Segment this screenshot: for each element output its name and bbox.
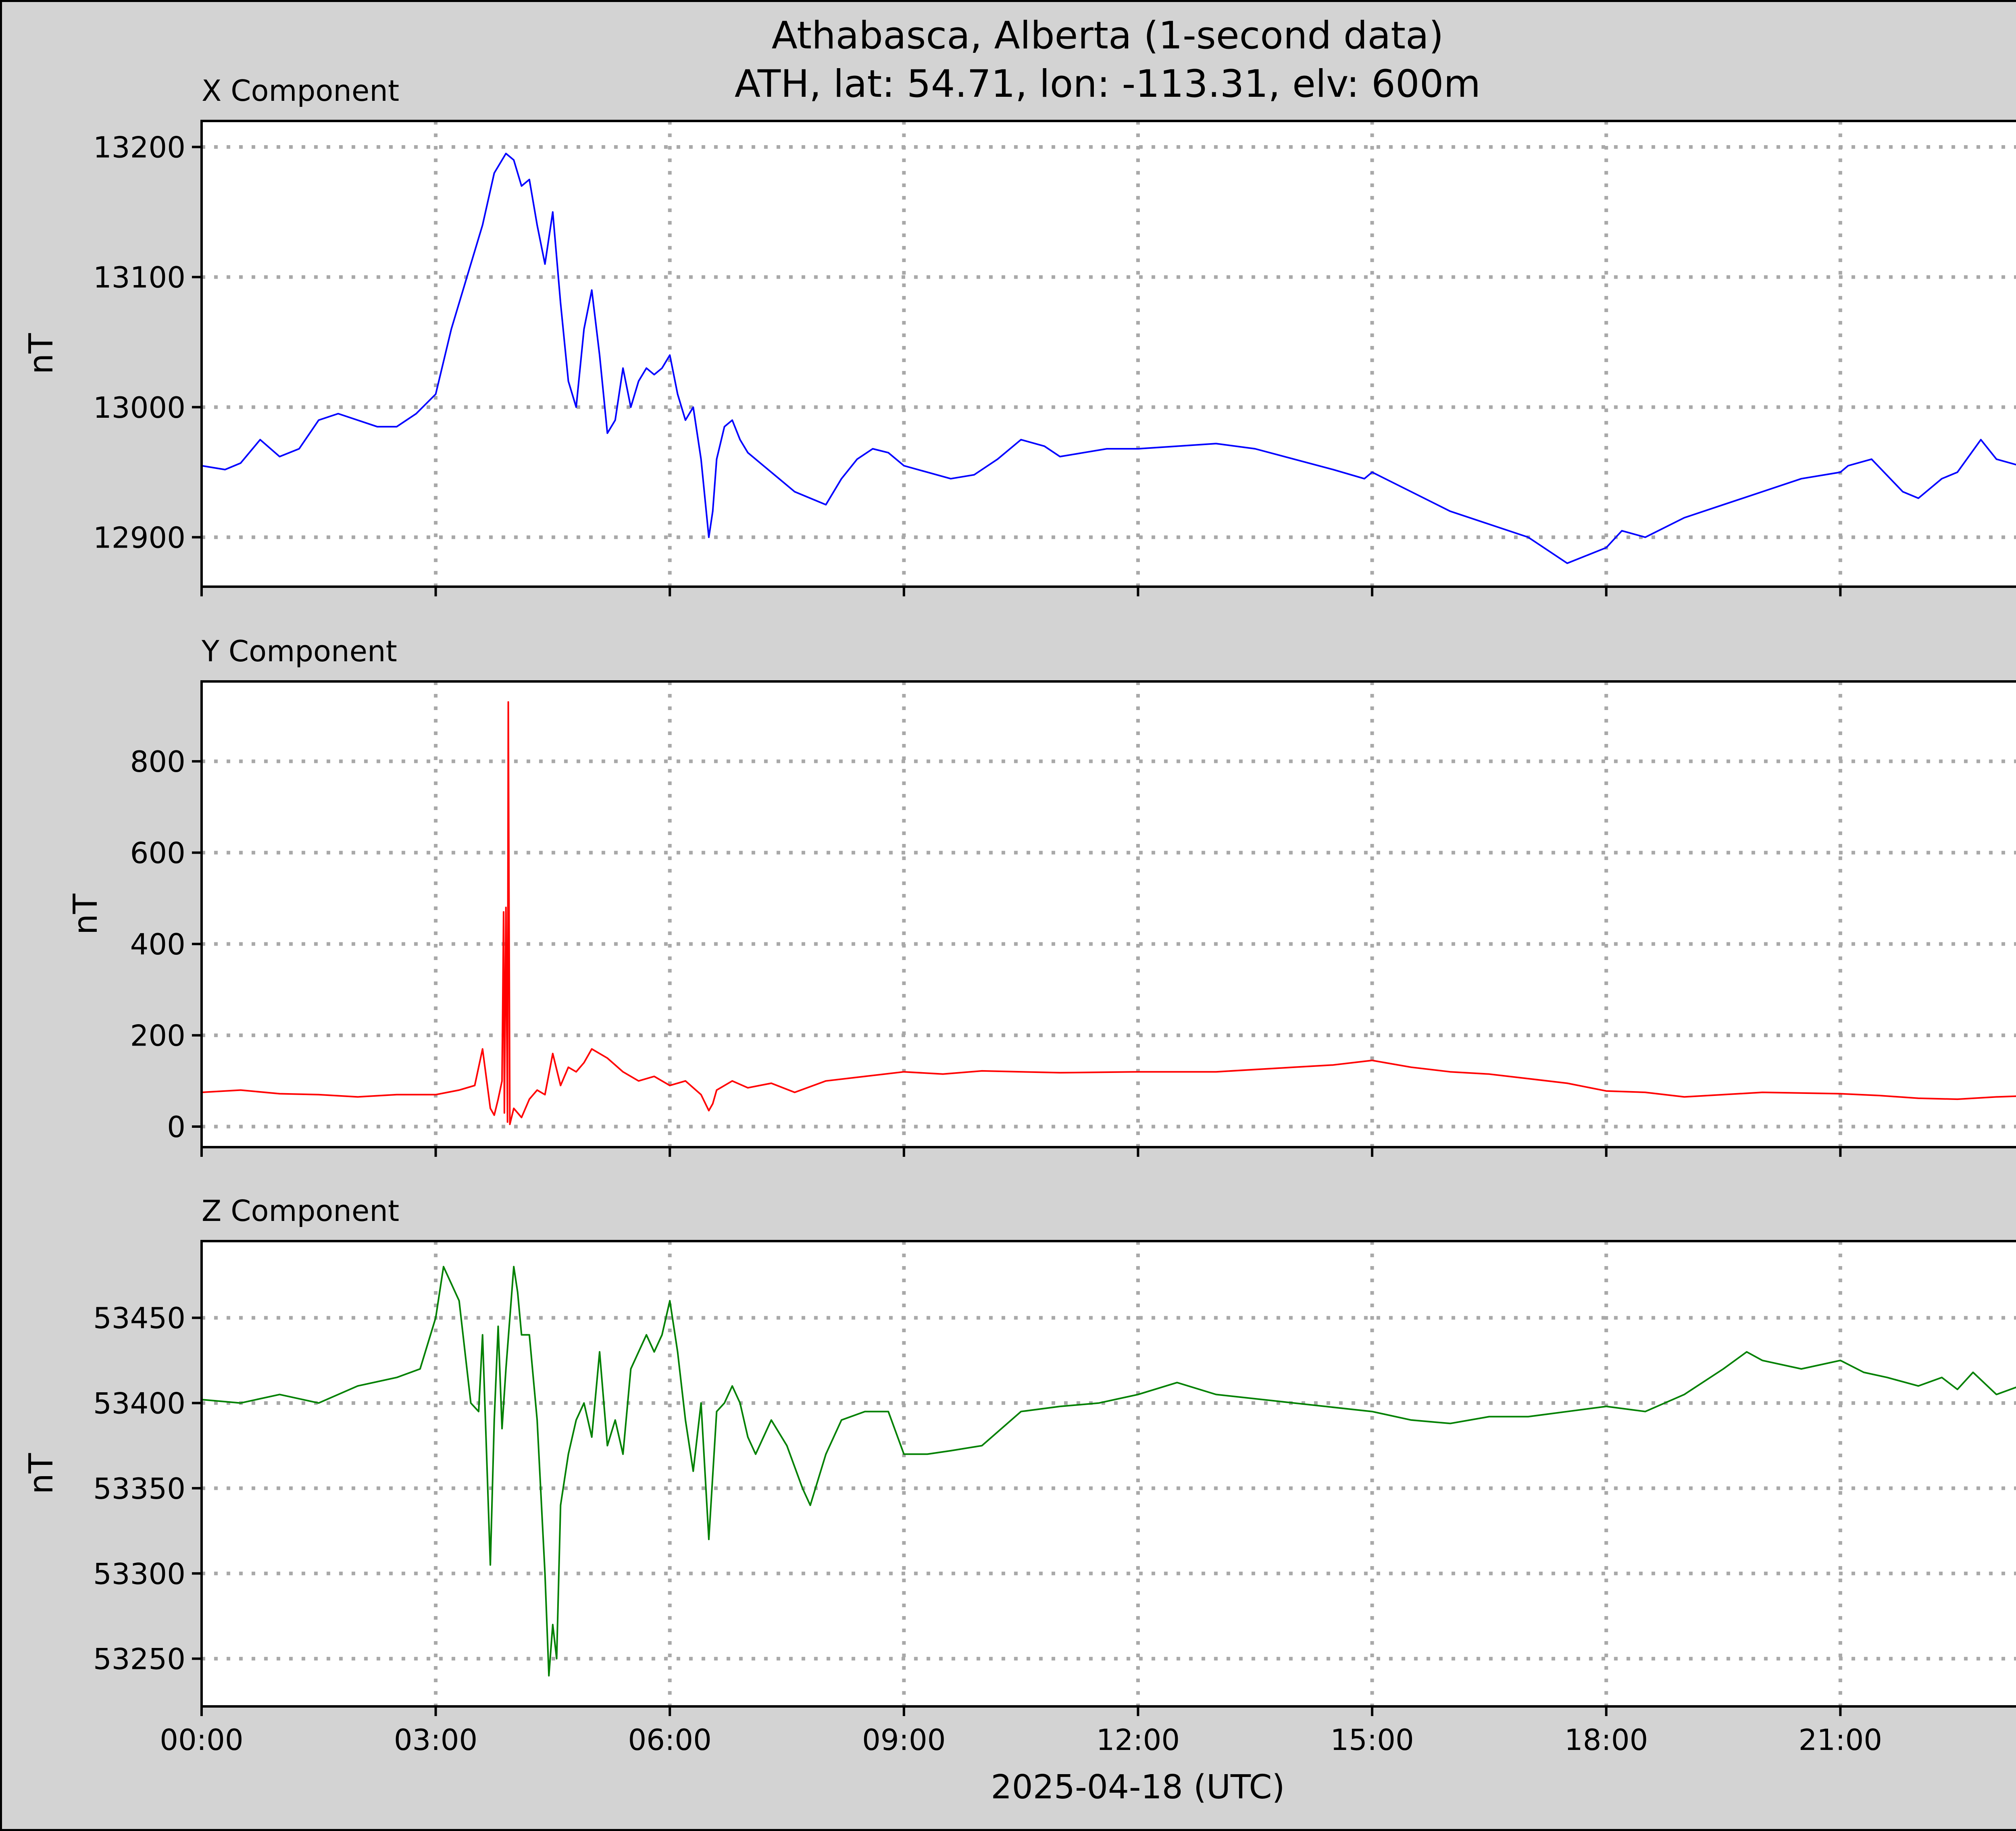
y-tick-label: 53300 (93, 1557, 185, 1591)
panel-x-component: 12900 13000 13100 13200 X Component nT (22, 74, 2016, 596)
y-tick-label: 800 (130, 745, 185, 779)
plot-area (200, 120, 2016, 588)
y-tick-label: 13100 (93, 260, 185, 294)
y-tick-label: 53350 (93, 1472, 185, 1506)
y-tick-label: 200 (130, 1019, 185, 1053)
figure-title-line1: Athabasca, Alberta (1-second data) (772, 14, 1444, 58)
y-tick-label: 53450 (93, 1301, 185, 1335)
x-tick-label: 21:00 (1799, 1723, 1883, 1757)
panel-title: Y Component (201, 634, 397, 668)
series-line-y (201, 701, 2016, 1125)
y-tick-label: 400 (130, 927, 185, 961)
plot-area (200, 1240, 2016, 1708)
figure-title-line2: ATH, lat: 54.71, lon: -113.31, elv: 600m (735, 62, 1481, 106)
x-tick-label: 09:00 (862, 1723, 946, 1757)
y-tick-label: 13000 (93, 391, 185, 425)
y-axis-label: nT (67, 894, 105, 935)
panel-title: X Component (202, 74, 399, 108)
y-tick-label: 600 (130, 836, 185, 870)
y-tick-label: 13200 (93, 131, 185, 165)
panel-y-component: 0 200 400 600 800 Y Component nT (67, 634, 2016, 1157)
y-tick-label: 53250 (93, 1642, 185, 1676)
y-tick-label: 0 (167, 1110, 185, 1144)
x-tick-label: 03:00 (394, 1723, 478, 1757)
series-line-z (201, 1266, 2016, 1677)
panel-title: Z Component (202, 1194, 399, 1228)
x-tick-label: 06:00 (628, 1723, 712, 1757)
x-axis-label: 2025-04-18 (UTC) (991, 1768, 1285, 1806)
y-axis-label: nT (22, 333, 60, 375)
x-tick-label: 12:00 (1096, 1723, 1180, 1757)
x-tick-label: 18:00 (1564, 1723, 1648, 1757)
y-axis-label: nT (22, 1453, 60, 1494)
plot-area (200, 680, 2016, 1148)
panels: 12900 13000 13100 13200 X Component nT 0 200 400… (22, 74, 2016, 1757)
y-tick-label: 53400 (93, 1387, 185, 1421)
panel-z-component: 53250 53300 53350 53400 53450 00:00 03:00 06:00… (22, 1194, 2016, 1757)
y-tick-label: 12900 (93, 521, 185, 554)
series-line-x (201, 152, 2016, 564)
x-tick-label: 15:00 (1330, 1723, 1414, 1757)
x-tick-label: 00:00 (160, 1723, 244, 1757)
